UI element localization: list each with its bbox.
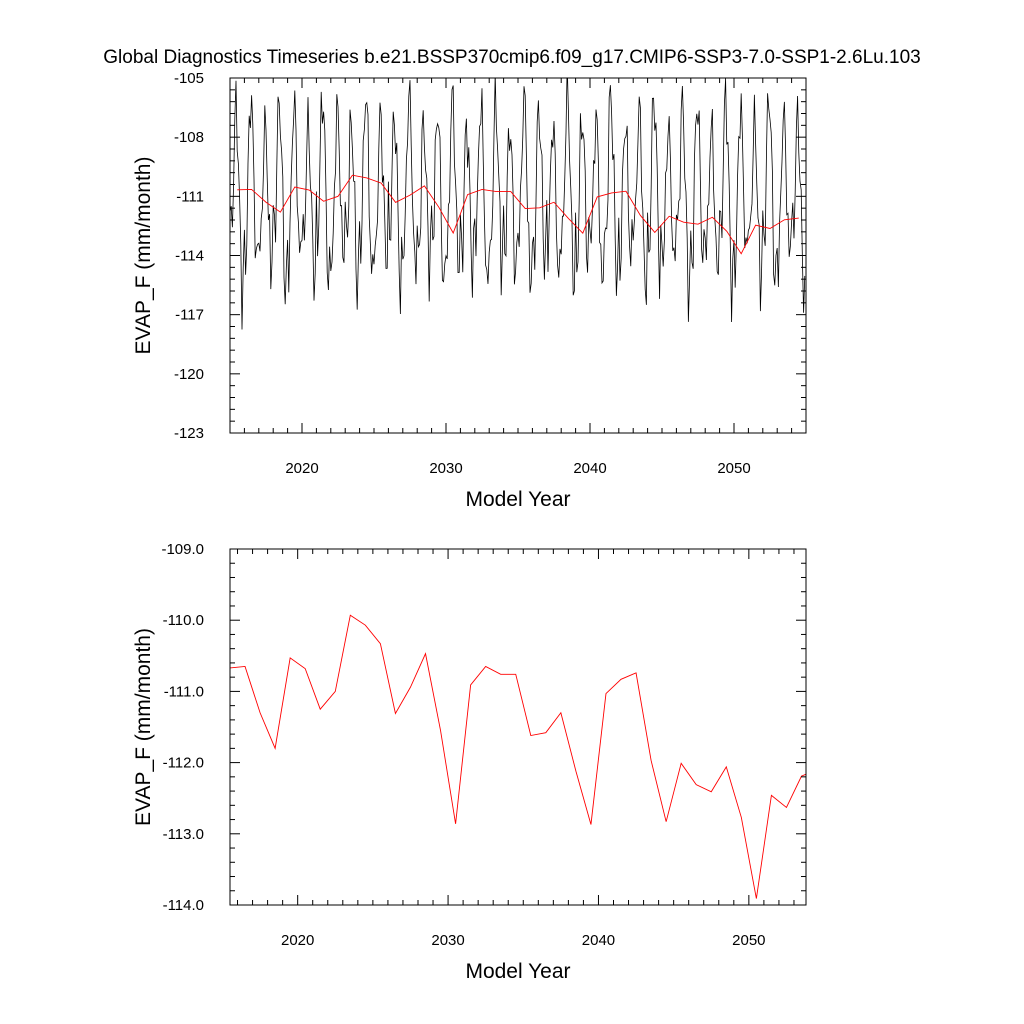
y-axis-label: EVAP_F (mm/month): [132, 157, 155, 355]
monthly-series-line: [230, 78, 806, 330]
y-tick-label: -105: [174, 70, 204, 87]
top-panel: 2020 2030 2040 2050 -123 -120 -117 -114 -111 -108…: [132, 70, 807, 511]
y-tick-label: -111.0: [164, 683, 204, 700]
y-tick-label: -112.0: [163, 755, 204, 772]
x-tick-label: 2040: [582, 932, 615, 949]
y-tick-label: -108: [174, 129, 204, 146]
annual-mean-series-line: [237, 174, 799, 255]
chart-title: Global Diagnostics Timeseries b.e21.BSSP…: [103, 47, 920, 68]
plot-frame: [229, 548, 807, 906]
plot-area: [230, 614, 806, 899]
plot-area: [230, 78, 806, 330]
x-tick-label: 2050: [717, 460, 750, 477]
y-tick-label: -120: [174, 366, 204, 383]
x-axis-label: Model Year: [465, 960, 570, 983]
y-tick-label: -117: [175, 307, 204, 324]
x-tick-label: 2030: [431, 932, 464, 949]
y-tick-label: -123: [174, 425, 204, 442]
x-tick-label: 2040: [573, 460, 606, 477]
x-tick-label: 2050: [732, 932, 765, 949]
y-tick-label: -110.0: [163, 612, 204, 629]
plot-frame: [229, 77, 807, 434]
annual-mean-series-line: [230, 614, 806, 899]
y-axis-label: EVAP_F (mm/month): [132, 628, 155, 826]
x-tick-label: 2030: [429, 460, 462, 477]
x-axis-label: Model Year: [465, 488, 570, 511]
x-tick-label: 2020: [281, 932, 314, 949]
x-tick-label: 2020: [285, 460, 318, 477]
y-tick-label: -111: [176, 188, 204, 205]
y-tick-label: -113.0: [163, 826, 204, 843]
y-tick-label: -114: [175, 248, 204, 265]
y-tick-label: -109.0: [161, 541, 204, 558]
bottom-panel: 2020 2030 2040 2050 -114.0 -113.0 -112.0 -111.0…: [132, 541, 807, 983]
y-tick-label: -114.0: [163, 897, 204, 914]
